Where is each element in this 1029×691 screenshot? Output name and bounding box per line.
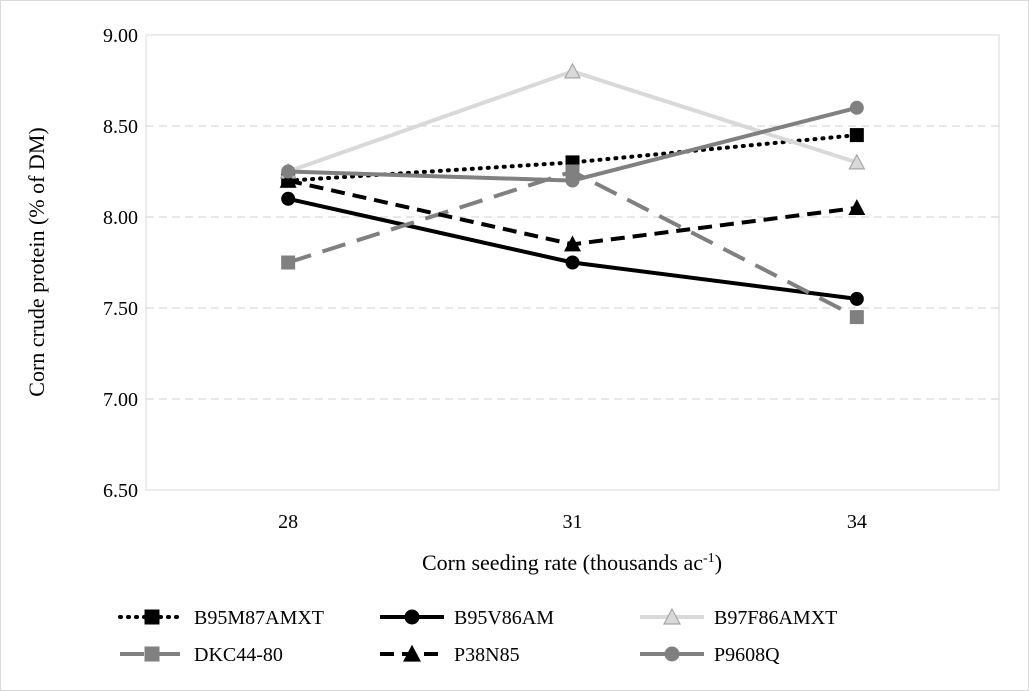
triangle-marker (848, 199, 866, 215)
y-tick-labels: 6.50 7.00 7.50 8.00 8.50 9.00 (103, 25, 138, 502)
legend-item: B97F86AMXT (640, 607, 837, 629)
circle-marker (664, 646, 680, 662)
triangle-marker (663, 607, 681, 625)
x-tick-label: 34 (847, 511, 867, 533)
legend-item: P9608Q (640, 644, 780, 666)
series-b95v86am (281, 191, 864, 306)
legend-item: B95M87AMXT (118, 607, 324, 629)
legend-label: B97F86AMXT (714, 607, 837, 629)
y-tick-label: 8.00 (103, 207, 138, 229)
triangle-marker (563, 235, 582, 252)
x-tick-label: 31 (563, 511, 583, 533)
series-dkc44-80 (281, 164, 864, 325)
legend-label: B95V86AM (454, 607, 554, 629)
y-tick-label: 7.50 (103, 298, 138, 320)
legend-item: P38N85 (380, 644, 520, 666)
circle-marker (565, 173, 580, 188)
series-p38n85 (279, 171, 866, 252)
triangle-marker (848, 153, 866, 170)
square-marker (281, 255, 296, 270)
x-axis-title-superscript: -1 (703, 551, 715, 566)
y-tick-label: 8.50 (103, 116, 138, 138)
square-marker (144, 609, 160, 625)
x-tick-labels: 28 31 34 (278, 511, 867, 533)
y-tick-label: 6.50 (103, 480, 138, 502)
triangle-marker (403, 644, 421, 662)
x-axis-title: Corn seeding rate (thousands ac-1) (422, 550, 722, 575)
x-tick-label: 28 (278, 511, 298, 533)
circle-marker (281, 164, 296, 179)
circle-marker (565, 255, 580, 270)
data-series (279, 62, 866, 325)
triangle-marker (279, 171, 297, 188)
series-p9608q (281, 100, 864, 188)
x-axis-title-main: Corn seeding rate (thousands ac (422, 550, 703, 575)
plot-area-border (145, 34, 1000, 491)
circle-marker (281, 191, 296, 206)
legend-item: B95V86AM (380, 607, 554, 629)
square-marker (144, 646, 160, 662)
y-tick-label: 9.00 (103, 25, 138, 47)
legend-label: P38N85 (454, 644, 520, 666)
triangle-marker (563, 62, 582, 79)
square-marker (849, 128, 864, 143)
legend-label: P9608Q (714, 644, 780, 666)
legend-item: DKC44-80 (120, 644, 283, 666)
y-axis-title: Corn crude protein (% of DM) (24, 127, 49, 396)
legend-label: DKC44-80 (194, 644, 283, 666)
square-marker (849, 310, 864, 325)
circle-marker (849, 291, 864, 306)
circle-marker (849, 100, 864, 115)
legend-label: B95M87AMXT (194, 607, 324, 629)
circle-marker (404, 609, 420, 625)
x-axis-title-suffix: ) (715, 550, 722, 575)
legend: B95M87AMXT B95V86AM B97F86AMXT DKC44-80 P38N… (118, 607, 837, 666)
y-tick-label: 7.00 (103, 389, 138, 411)
